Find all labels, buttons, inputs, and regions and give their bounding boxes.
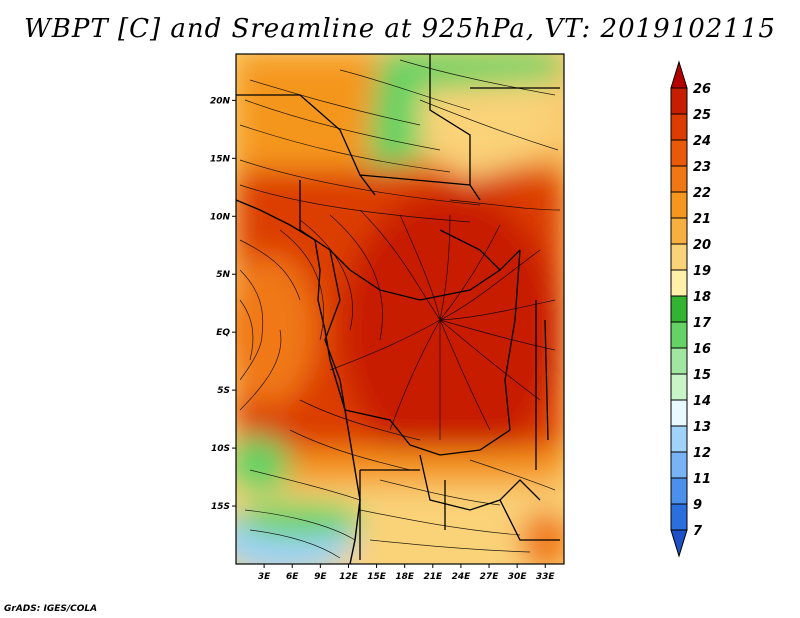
colorbar-segment (670, 269, 688, 297)
colorbar-segment (670, 321, 688, 349)
colorbar-label: 14 (693, 394, 711, 409)
colorbar-segment (670, 503, 688, 531)
colorbar-segment (670, 87, 688, 115)
colorbar-label: 24 (693, 134, 711, 149)
colorbar-segment (670, 451, 688, 479)
colorbar-label: 25 (693, 108, 711, 123)
lon-tick-label: 21E (423, 572, 443, 582)
lat-tick-label: 10S (211, 444, 230, 454)
colorbar-segment (670, 425, 688, 453)
lon-tick-label: 27E (480, 572, 500, 582)
colorbar-segment (670, 165, 688, 193)
colorbar-label: 19 (693, 264, 711, 279)
colorbar-label: 17 (693, 316, 712, 331)
colorbar-segment (670, 477, 688, 505)
streamlines (239, 59, 561, 559)
lat-tick-label: 15N (210, 154, 231, 164)
colorbar-segment (670, 243, 688, 271)
colorbar-top-arrow (670, 60, 688, 89)
colorbar-label: 21 (693, 212, 711, 227)
colorbar-label: 16 (693, 342, 711, 357)
colorbar-segment (670, 295, 688, 323)
colorbar-segment (670, 347, 688, 375)
lat-tick-label: 10N (210, 212, 231, 222)
colorbar-label: 11 (693, 472, 711, 487)
lat-tick-label: EQ (216, 328, 230, 338)
colorbar-label: 26 (693, 82, 711, 97)
lon-tick-label: 15E (367, 572, 387, 582)
colorbar-label: 7 (693, 524, 703, 539)
colorbar-segment (670, 139, 688, 167)
colorbar-label: 13 (693, 420, 711, 435)
colorbar-segment (670, 399, 688, 427)
colorbar-bottom-arrow (670, 529, 688, 558)
colorbar-label: 18 (693, 290, 711, 305)
latitude-axis: 20N 15N 10N 5N EQ 5S 10S 15S (210, 96, 236, 512)
lon-tick-label: 12E (339, 572, 359, 582)
lon-tick-label: 6E (286, 572, 299, 582)
colorbar-label: 12 (693, 446, 711, 461)
colorbar-label: 23 (693, 160, 711, 175)
wbpt-field (236, 54, 564, 564)
country-borders (236, 54, 560, 560)
lon-tick-label: 24E (452, 572, 472, 582)
lat-tick-label: 20N (210, 96, 231, 106)
map-frame (235, 53, 565, 565)
lon-tick-label: 3E (258, 572, 271, 582)
colorbar-segment (670, 113, 688, 141)
longitude-axis: 3E 6E 9E 12E 15E 18E 21E 24E 27E 30E 33E (258, 564, 556, 582)
colorbar-segment (670, 217, 688, 245)
lat-tick-label: 5S (217, 386, 230, 396)
colorbar-label: 15 (693, 368, 711, 383)
colorbar-label: 20 (693, 238, 711, 253)
grads-credit: GrADS: IGES/COLA (4, 604, 98, 614)
lat-tick-label: 5N (216, 270, 230, 280)
lon-tick-label: 9E (314, 572, 327, 582)
colorbar-segment (670, 373, 688, 401)
colorbar-segment (670, 191, 688, 219)
colorbar-label: 9 (693, 498, 702, 513)
colorbar-label: 22 (693, 186, 711, 201)
lon-tick-label: 33E (536, 572, 556, 582)
map-panel (236, 54, 564, 564)
colorbar: 26 25 24 23 22 21 20 19 18 17 16 15 14 13 12 11 9 7 (670, 60, 712, 558)
lat-tick-label: 15S (211, 502, 230, 512)
coastline (236, 199, 361, 564)
chart-title: WBPT [C] and Sreamline at 925hPa, VT: 20… (24, 14, 776, 44)
lon-tick-label: 18E (395, 572, 415, 582)
lon-tick-label: 30E (508, 572, 528, 582)
